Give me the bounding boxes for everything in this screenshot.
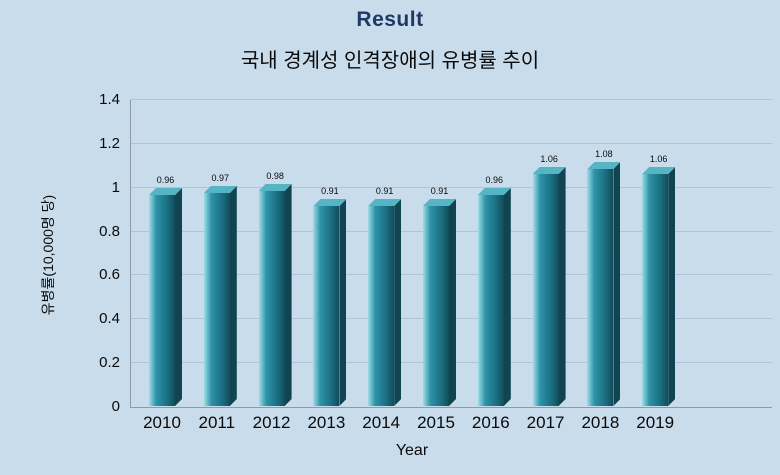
- bar-value-label: 1.08: [595, 149, 613, 159]
- x-tick-label: 2011: [198, 413, 236, 432]
- bar-top-face: [533, 167, 566, 174]
- bar-top-face: [368, 199, 401, 206]
- bar-front-face: [477, 195, 504, 406]
- bar-top-face: [204, 186, 237, 193]
- x-axis-title: Year: [395, 442, 429, 459]
- bar-front-face: [532, 174, 559, 406]
- y-tick-label: 0.4: [99, 310, 120, 328]
- bar-top-face: [423, 199, 456, 206]
- y-axis-line: [130, 100, 131, 408]
- bar-side-face: [613, 162, 620, 406]
- bar-2017: 1.06: [532, 154, 566, 406]
- bar-side-face: [668, 167, 675, 406]
- bar-value-label: 0.91: [375, 186, 394, 196]
- y-axis-label: 유병률(10,000명 당): [40, 194, 56, 316]
- x-tick-label: 2013: [307, 413, 346, 432]
- bar-front-face: [368, 206, 395, 406]
- bar-value-label: 0.91: [430, 186, 449, 196]
- bar-side-face: [175, 188, 182, 406]
- bar-2013: 0.91: [313, 186, 346, 406]
- bar-side-face: [285, 184, 292, 406]
- x-tick-label: 2015: [417, 413, 455, 432]
- bar-value-label: 0.96: [156, 175, 175, 185]
- bar-top-face: [587, 162, 620, 169]
- y-tick-label: 0.2: [99, 354, 120, 372]
- bar-2018: 1.08: [587, 149, 620, 406]
- bar-value-label: 0.91: [321, 186, 339, 196]
- bar-2019: 1.06: [642, 154, 675, 406]
- bar-top-face: [149, 188, 182, 195]
- y-tick-label: 1.2: [99, 134, 120, 152]
- y-tick-label: 0.8: [99, 222, 120, 240]
- x-tick-label: 2010: [143, 413, 181, 432]
- y-tick-label: 1: [111, 178, 120, 196]
- bar-top-face: [642, 167, 675, 174]
- gridline: [130, 99, 772, 100]
- plot-area: 0.96 0.97 0.98 0.91 0.91 0.91 0.96 1.06 1.08 1.06: [130, 99, 772, 407]
- bar-value-label: 1.06: [649, 154, 668, 164]
- bar-top-face: [259, 184, 292, 191]
- bar-front-face: [313, 206, 340, 406]
- bar-value-label: 0.96: [485, 175, 504, 185]
- bar-2011: 0.97: [203, 173, 237, 406]
- x-tick-label: 2018: [581, 413, 620, 432]
- x-axis-line: [130, 407, 772, 408]
- bar-front-face: [423, 206, 449, 406]
- y-tick-label: 0: [111, 398, 120, 415]
- y-tick-label: 1.4: [99, 91, 120, 108]
- bar-side-face: [339, 199, 346, 406]
- gridline: [130, 142, 772, 144]
- bar-top-face: [313, 199, 346, 206]
- bar-2015: 0.91: [423, 186, 456, 406]
- x-tick-label: 2012: [252, 413, 291, 432]
- x-tick-label: 2014: [362, 413, 401, 432]
- page-title: Result: [356, 8, 424, 31]
- bar-2016: 0.96: [477, 175, 511, 406]
- bar-front-face: [203, 193, 230, 406]
- chart-subtitle: 국내 경계성 인격장애의 유병률 추이: [240, 50, 540, 72]
- bar-side-face: [230, 186, 237, 406]
- y-tick-label: 0.6: [99, 266, 120, 284]
- bar-value-label: 0.98: [266, 171, 284, 181]
- gridline: [130, 186, 772, 188]
- bar-value-label: 1.06: [540, 154, 558, 164]
- x-tick-label: 2016: [471, 413, 510, 432]
- bar-front-face: [149, 195, 175, 406]
- bar-value-label: 0.97: [211, 173, 230, 183]
- bar-front-face: [587, 169, 614, 406]
- bar-side-face: [504, 188, 511, 406]
- x-tick-label: 2017: [526, 413, 565, 432]
- bar-side-face: [449, 199, 456, 406]
- bar-2014: 0.91: [368, 186, 401, 406]
- bar-side-face: [559, 167, 566, 406]
- bar-side-face: [394, 199, 401, 406]
- bar-top-face: [478, 188, 511, 195]
- bar-2012: 0.98: [258, 171, 292, 406]
- x-tick-label: 2019: [636, 413, 675, 432]
- bar-2010: 0.96: [149, 175, 182, 406]
- bar-front-face: [258, 191, 285, 406]
- bar-front-face: [642, 174, 669, 406]
- y-axis-label-wrap: 유병률(10,000명 당): [38, 150, 58, 360]
